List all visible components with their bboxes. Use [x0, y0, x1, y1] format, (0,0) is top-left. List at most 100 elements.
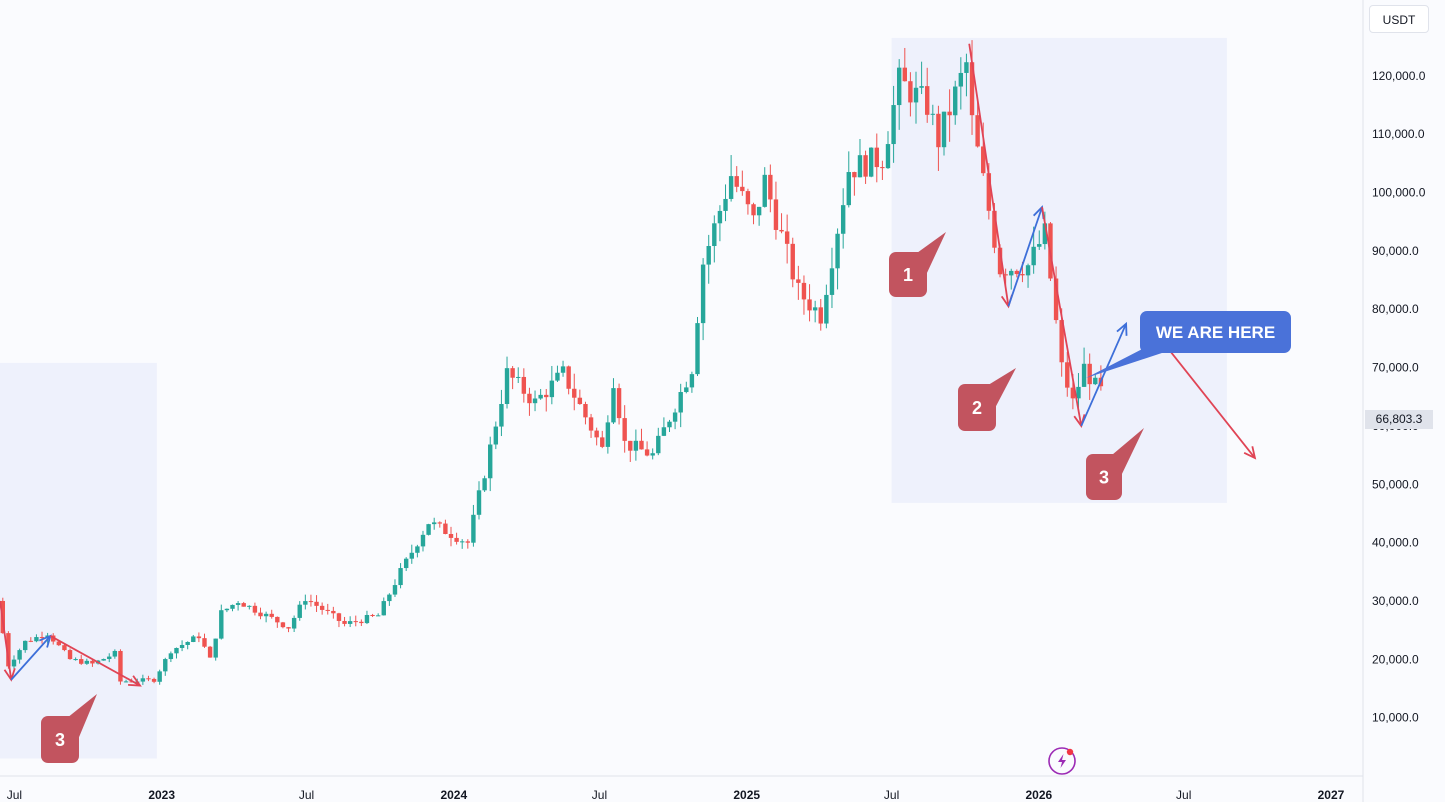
candle-body [751, 204, 756, 216]
we-are-here-callout-pointer [1086, 345, 1180, 378]
wave-3-callout[interactable]: 3 [1086, 428, 1144, 500]
candle-body [73, 659, 78, 661]
candle-body [79, 659, 84, 664]
candle-body [958, 72, 964, 87]
candle-body [359, 621, 364, 624]
candle-body [163, 659, 168, 672]
candle-body [812, 307, 818, 311]
candle-body [740, 186, 745, 192]
candle-body [544, 394, 549, 398]
candle-body [448, 533, 454, 538]
candle-body [191, 636, 196, 642]
candle-body [62, 645, 67, 651]
candle-body [336, 613, 342, 621]
candle-body [431, 522, 437, 525]
candle-body [342, 620, 347, 624]
candle-body [908, 81, 913, 103]
candle-body [415, 546, 420, 553]
wave-arrow-line [0, 600, 13, 680]
x-tick-label: 2027 [1318, 788, 1345, 802]
wave-1-callout[interactable]: 1 [889, 232, 946, 297]
x-tick-label: 2025 [733, 788, 760, 802]
candle-body [387, 594, 392, 602]
wave-2-callout-label: 2 [972, 398, 982, 418]
candle-body [661, 427, 667, 436]
candle-body [207, 646, 213, 658]
candle-body [241, 603, 246, 607]
candle-body [23, 640, 28, 651]
candle-body [319, 605, 325, 610]
x-tick-label: 2023 [148, 788, 175, 802]
wave-arrow-line [49, 635, 141, 687]
candle-body [516, 376, 521, 378]
candle-body [308, 601, 314, 603]
candle-body [745, 191, 751, 205]
wave-2-callout[interactable]: 2 [958, 368, 1016, 431]
candles [0, 40, 1104, 686]
candle-body [667, 421, 672, 428]
candle-body [493, 426, 499, 445]
wave-3-callout-box [1086, 454, 1122, 500]
candle-body [616, 388, 622, 419]
candle-body [689, 374, 695, 388]
y-tick-label: 20,000.0 [1372, 652, 1419, 666]
candle-body [140, 678, 146, 682]
wave-3-left-callout[interactable]: 3 [41, 694, 97, 763]
candle-body [712, 223, 717, 247]
candle-body [375, 615, 381, 617]
lightning-icon[interactable] [1048, 747, 1076, 775]
currency-selector[interactable]: USDT [1369, 5, 1429, 33]
candle-body [90, 660, 95, 664]
candle-body [891, 105, 896, 145]
candle-body [286, 627, 291, 629]
candle-body [34, 637, 39, 642]
candle-body [566, 366, 571, 389]
candle-body [796, 279, 801, 283]
candle-body [846, 172, 851, 206]
we-are-here-callout-label: WE ARE HERE [1156, 323, 1275, 342]
candle-body [555, 372, 560, 381]
candle-body [941, 111, 947, 148]
x-tick-label: Jul [7, 788, 22, 802]
candle-body [723, 198, 728, 211]
candle-body [347, 621, 353, 624]
candle-body [734, 176, 739, 187]
candle-body [919, 86, 924, 88]
candle-body [437, 522, 442, 524]
candle-body [291, 617, 297, 629]
wave-2-callout-box [958, 384, 996, 431]
y-tick-label: 120,000.0 [1372, 69, 1426, 83]
candle-body [577, 397, 583, 405]
candle-body [297, 604, 302, 618]
we-are-here-callout[interactable]: WE ARE HERE [1086, 311, 1291, 378]
candle-body [572, 388, 577, 398]
x-tick-label: Jul [299, 788, 314, 802]
candle-body [639, 440, 644, 450]
wave-arrow-line [1007, 206, 1043, 307]
candle-body [258, 612, 263, 617]
candle-body [263, 613, 269, 617]
highlight-zone [0, 362, 157, 759]
candle-body [331, 610, 336, 614]
candle-body [157, 671, 162, 682]
x-tick-label: Jul [1176, 788, 1191, 802]
candle-body [756, 206, 762, 216]
we-are-here-callout-box [1140, 311, 1291, 353]
candle-body [874, 147, 879, 168]
wave-arrow-line [10, 635, 52, 681]
candle-body [1031, 246, 1036, 266]
wave-arrow-line [1080, 323, 1127, 427]
highlight-zone [891, 37, 1227, 503]
candle-body [409, 552, 414, 559]
candle-body [112, 650, 118, 657]
candle-body [768, 174, 773, 200]
candle-body [992, 210, 997, 248]
candle-body [482, 478, 487, 491]
candle-body [835, 233, 840, 269]
candle-body [896, 67, 902, 106]
candle-body [880, 167, 885, 169]
candle-body [398, 568, 403, 586]
candle-body [521, 376, 527, 394]
candle-body [420, 534, 426, 547]
